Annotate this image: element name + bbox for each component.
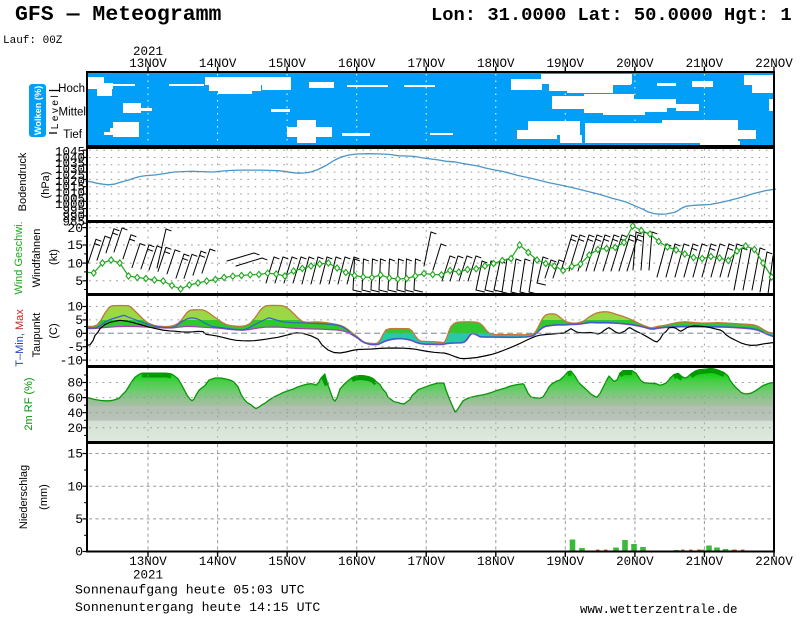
svg-text:(hPa): (hPa) bbox=[40, 172, 52, 199]
svg-text:2021: 2021 bbox=[133, 45, 163, 59]
svg-text:Tief: Tief bbox=[63, 129, 83, 141]
svg-text:15: 15 bbox=[67, 238, 83, 253]
svg-text:14NOV: 14NOV bbox=[199, 555, 237, 569]
svg-text:20: 20 bbox=[67, 421, 83, 436]
svg-text:Bodendruck: Bodendruck bbox=[17, 152, 29, 211]
svg-text:17NOV: 17NOV bbox=[407, 555, 445, 569]
svg-text:1000: 1000 bbox=[55, 198, 85, 212]
svg-text:990: 990 bbox=[62, 210, 85, 224]
svg-text:(C): (C) bbox=[48, 323, 60, 338]
svg-text:Wind Geschwi.: Wind Geschwi. bbox=[13, 221, 25, 294]
svg-text:22NOV: 22NOV bbox=[755, 57, 793, 71]
svg-text:60: 60 bbox=[67, 391, 83, 406]
svg-text:15: 15 bbox=[67, 447, 83, 462]
svg-text:13NOV: 13NOV bbox=[129, 57, 167, 71]
svg-text:14NOV: 14NOV bbox=[199, 57, 237, 71]
svg-text:18NOV: 18NOV bbox=[477, 57, 515, 71]
svg-text:19NOV: 19NOV bbox=[547, 57, 585, 71]
svg-text:2m RF (%): 2m RF (%) bbox=[23, 377, 35, 430]
svg-text:1025: 1025 bbox=[55, 169, 85, 183]
svg-text:1045: 1045 bbox=[55, 146, 85, 160]
svg-text:15NOV: 15NOV bbox=[268, 555, 306, 569]
svg-text:10: 10 bbox=[67, 479, 83, 494]
svg-text:1005: 1005 bbox=[55, 192, 85, 206]
svg-text:15NOV: 15NOV bbox=[268, 57, 306, 71]
svg-text:985: 985 bbox=[62, 216, 85, 230]
svg-text:Sonnenaufgang heute 05:03 UTC: Sonnenaufgang heute 05:03 UTC bbox=[75, 583, 305, 598]
svg-text:Hoch: Hoch bbox=[58, 83, 85, 95]
svg-text:1020: 1020 bbox=[55, 175, 85, 189]
svg-text:21NOV: 21NOV bbox=[686, 555, 724, 569]
svg-text:1015: 1015 bbox=[55, 181, 85, 195]
svg-text:Mittel: Mittel bbox=[59, 107, 86, 119]
svg-text:20NOV: 20NOV bbox=[616, 57, 654, 71]
svg-text:0: 0 bbox=[75, 545, 83, 560]
svg-text:5: 5 bbox=[75, 274, 83, 289]
svg-text:80: 80 bbox=[67, 376, 83, 391]
svg-text:Level: Level bbox=[50, 93, 61, 129]
svg-text:1040: 1040 bbox=[55, 151, 85, 165]
svg-text:1035: 1035 bbox=[55, 157, 85, 171]
svg-text:1030: 1030 bbox=[55, 163, 85, 177]
svg-text:16NOV: 16NOV bbox=[338, 555, 376, 569]
svg-text:www.wetterzentrale.de: www.wetterzentrale.de bbox=[580, 603, 738, 617]
svg-text:Sonnenuntergang heute 14:15 UT: Sonnenuntergang heute 14:15 UTC bbox=[75, 600, 320, 615]
svg-text:19NOV: 19NOV bbox=[547, 555, 585, 569]
svg-text:21NOV: 21NOV bbox=[686, 57, 724, 71]
svg-text:Taupunkt: Taupunkt bbox=[31, 313, 43, 358]
svg-text:-5: -5 bbox=[67, 340, 83, 355]
svg-text:Niederschlag: Niederschlag bbox=[18, 465, 30, 529]
svg-text:GFS — Meteogramm: GFS — Meteogramm bbox=[15, 3, 222, 27]
svg-text:5: 5 bbox=[75, 313, 83, 328]
svg-text:20NOV: 20NOV bbox=[616, 555, 654, 569]
svg-text:T–Min, Max: T–Min, Max bbox=[14, 309, 26, 367]
svg-text:(kt): (kt) bbox=[48, 249, 60, 265]
svg-text:5: 5 bbox=[75, 512, 83, 527]
svg-text:13NOV: 13NOV bbox=[129, 555, 167, 569]
svg-text:16NOV: 16NOV bbox=[338, 57, 376, 71]
svg-text:Lauf: 00Z: Lauf: 00Z bbox=[3, 35, 63, 47]
svg-text:40: 40 bbox=[67, 406, 83, 421]
svg-text:Windfahnen: Windfahnen bbox=[31, 229, 43, 288]
svg-text:2021: 2021 bbox=[133, 569, 163, 583]
svg-text:18NOV: 18NOV bbox=[477, 555, 515, 569]
svg-text:10: 10 bbox=[67, 300, 83, 315]
svg-text:-10: -10 bbox=[60, 353, 83, 368]
svg-text:22NOV: 22NOV bbox=[755, 555, 793, 569]
svg-text:1010: 1010 bbox=[55, 186, 85, 200]
svg-text:Wolken (%): Wolken (%) bbox=[33, 86, 43, 135]
svg-text:17NOV: 17NOV bbox=[407, 57, 445, 71]
svg-text:0: 0 bbox=[75, 327, 83, 342]
svg-text:Lon: 31.0000 Lat: 50.0000 Hgt:: Lon: 31.0000 Lat: 50.0000 Hgt: 1 bbox=[431, 4, 792, 26]
svg-text:995: 995 bbox=[62, 204, 85, 218]
svg-text:10: 10 bbox=[67, 256, 83, 271]
svg-text:20: 20 bbox=[67, 221, 83, 236]
svg-text:(mm): (mm) bbox=[38, 484, 50, 510]
